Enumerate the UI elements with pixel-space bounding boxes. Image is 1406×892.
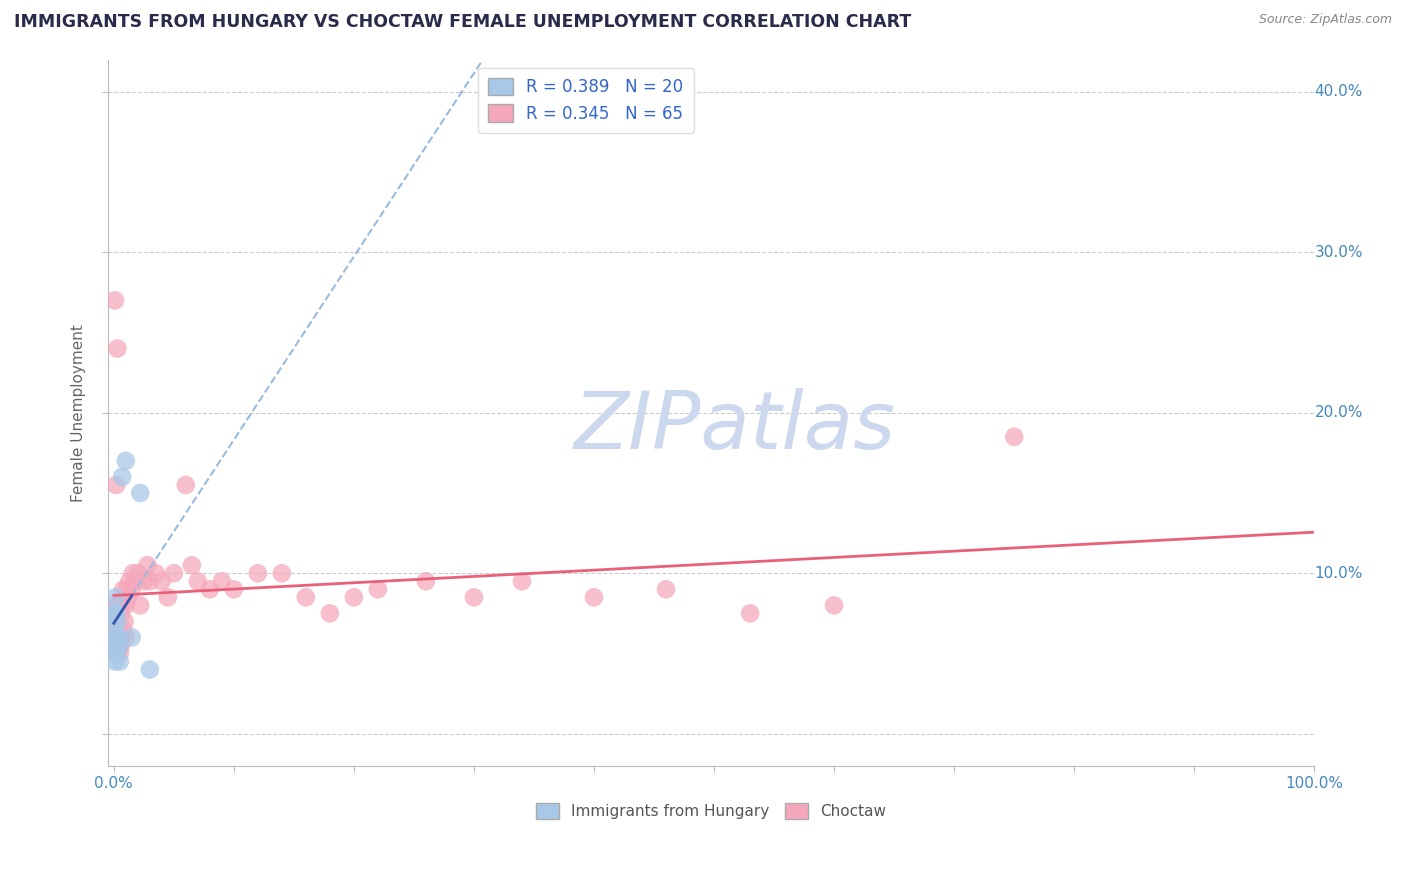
Point bbox=[104, 647, 127, 661]
Point bbox=[156, 591, 179, 605]
Point bbox=[108, 647, 131, 661]
Point bbox=[139, 574, 162, 589]
Text: 10.0%: 10.0% bbox=[1315, 566, 1362, 581]
Text: Source: ZipAtlas.com: Source: ZipAtlas.com bbox=[1258, 13, 1392, 27]
Point bbox=[103, 623, 125, 637]
Legend: Immigrants from Hungary, Choctaw: Immigrants from Hungary, Choctaw bbox=[530, 797, 891, 825]
Point bbox=[104, 607, 127, 621]
Point bbox=[111, 470, 134, 484]
Point bbox=[655, 582, 678, 597]
Point bbox=[510, 574, 533, 589]
Point bbox=[129, 486, 152, 500]
Point bbox=[105, 599, 128, 613]
Point bbox=[463, 591, 485, 605]
Point bbox=[823, 599, 845, 613]
Point bbox=[211, 574, 233, 589]
Point bbox=[129, 599, 152, 613]
Point bbox=[110, 639, 132, 653]
Point bbox=[114, 454, 136, 468]
Point bbox=[145, 566, 167, 581]
Point bbox=[108, 631, 131, 645]
Point bbox=[108, 599, 131, 613]
Point bbox=[121, 582, 143, 597]
Point bbox=[112, 582, 135, 597]
Point bbox=[136, 558, 159, 573]
Point bbox=[111, 599, 134, 613]
Point bbox=[105, 647, 128, 661]
Point bbox=[104, 623, 127, 637]
Point bbox=[108, 655, 131, 669]
Point bbox=[112, 623, 135, 637]
Point bbox=[105, 607, 128, 621]
Point bbox=[117, 591, 139, 605]
Point bbox=[107, 631, 129, 645]
Point bbox=[187, 574, 209, 589]
Point bbox=[105, 342, 128, 356]
Point bbox=[122, 566, 145, 581]
Point bbox=[114, 615, 136, 629]
Point bbox=[105, 631, 128, 645]
Point bbox=[222, 582, 245, 597]
Point bbox=[582, 591, 605, 605]
Point bbox=[105, 599, 128, 613]
Point bbox=[103, 631, 125, 645]
Point bbox=[180, 558, 202, 573]
Point bbox=[104, 655, 127, 669]
Point bbox=[174, 478, 197, 492]
Point bbox=[139, 663, 162, 677]
Text: 40.0%: 40.0% bbox=[1315, 84, 1362, 99]
Point bbox=[163, 566, 186, 581]
Point bbox=[111, 631, 134, 645]
Point bbox=[104, 607, 127, 621]
Y-axis label: Female Unemployment: Female Unemployment bbox=[72, 324, 86, 501]
Point bbox=[270, 566, 292, 581]
Point bbox=[415, 574, 437, 589]
Point bbox=[104, 591, 127, 605]
Point bbox=[104, 631, 127, 645]
Point bbox=[107, 623, 129, 637]
Point bbox=[105, 639, 128, 653]
Point bbox=[127, 566, 149, 581]
Text: ZIPatlas: ZIPatlas bbox=[574, 388, 896, 466]
Point bbox=[246, 566, 269, 581]
Point bbox=[105, 615, 128, 629]
Point bbox=[114, 599, 136, 613]
Point bbox=[132, 574, 155, 589]
Point bbox=[103, 639, 125, 653]
Point bbox=[343, 591, 366, 605]
Point bbox=[738, 607, 761, 621]
Point bbox=[319, 607, 342, 621]
Point bbox=[114, 631, 136, 645]
Point bbox=[105, 615, 128, 629]
Point bbox=[198, 582, 221, 597]
Point bbox=[108, 639, 131, 653]
Point bbox=[124, 574, 146, 589]
Point bbox=[115, 582, 138, 597]
Point bbox=[104, 293, 127, 308]
Point bbox=[105, 478, 128, 492]
Point bbox=[118, 574, 141, 589]
Text: 30.0%: 30.0% bbox=[1315, 244, 1362, 260]
Point bbox=[105, 647, 128, 661]
Point bbox=[150, 574, 173, 589]
Point bbox=[1002, 430, 1025, 444]
Point bbox=[110, 607, 132, 621]
Point bbox=[105, 639, 128, 653]
Point bbox=[295, 591, 318, 605]
Text: 20.0%: 20.0% bbox=[1315, 405, 1362, 420]
Point bbox=[107, 607, 129, 621]
Point bbox=[121, 631, 143, 645]
Point bbox=[107, 639, 129, 653]
Point bbox=[105, 615, 128, 629]
Point bbox=[367, 582, 389, 597]
Point bbox=[105, 631, 128, 645]
Point bbox=[103, 631, 125, 645]
Point bbox=[104, 607, 127, 621]
Text: IMMIGRANTS FROM HUNGARY VS CHOCTAW FEMALE UNEMPLOYMENT CORRELATION CHART: IMMIGRANTS FROM HUNGARY VS CHOCTAW FEMAL… bbox=[14, 13, 911, 31]
